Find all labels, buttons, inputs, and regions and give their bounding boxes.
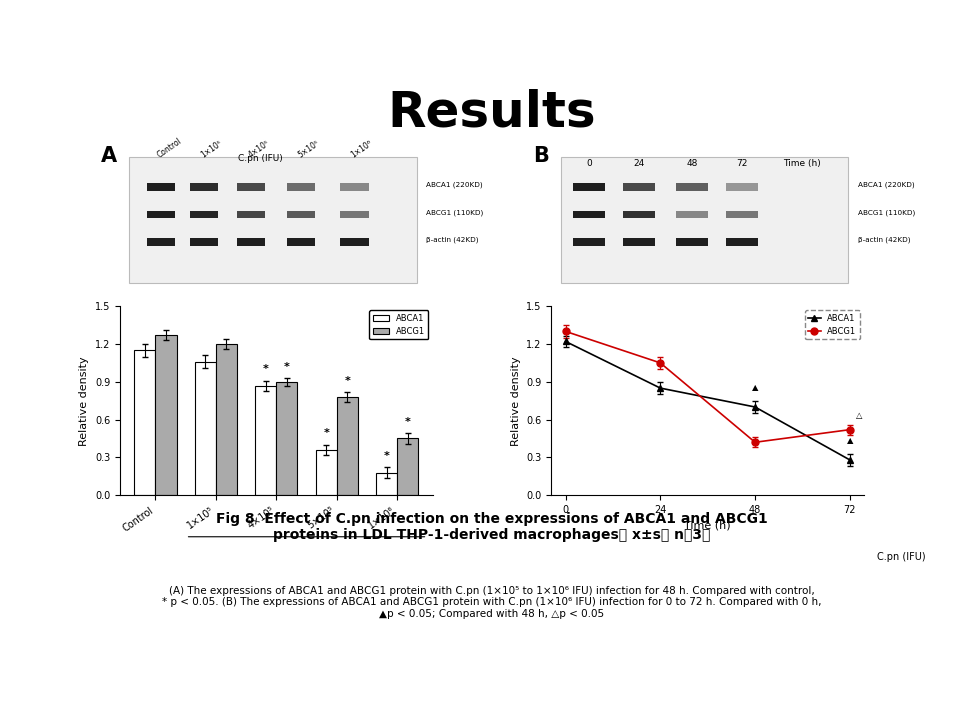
Bar [147,184,175,191]
FancyBboxPatch shape [561,157,849,283]
Bar [677,184,708,191]
Bar [573,238,605,246]
Y-axis label: Relative density: Relative density [80,356,89,446]
Text: ▲: ▲ [847,436,853,445]
Text: 0: 0 [586,158,591,168]
Bar [623,238,655,246]
Text: 48: 48 [686,158,698,168]
Legend: ABCA1, ABCG1: ABCA1, ABCG1 [804,310,860,339]
Bar [573,211,605,218]
Bar [287,184,316,191]
Bar [376,472,397,495]
Text: *: * [284,361,290,372]
Text: ▲: ▲ [752,383,758,392]
Bar [190,238,219,246]
Bar [677,238,708,246]
Bar [623,184,655,191]
Text: ABCG1 (110KD): ABCG1 (110KD) [426,210,484,216]
Bar [316,450,337,495]
Text: Control: Control [156,137,183,160]
Text: ABCA1 (220KD): ABCA1 (220KD) [857,182,914,189]
Bar [134,351,156,495]
Text: B: B [533,146,548,166]
Bar [147,211,175,218]
Bar [195,361,216,495]
Text: ABCG1 (110KD): ABCG1 (110KD) [857,210,915,216]
Bar [341,211,369,218]
Text: 4×10⁵: 4×10⁵ [246,139,271,160]
Text: *: * [324,428,329,438]
Bar [255,386,276,495]
Text: (A) The expressions of ABCA1 and ABCG1 protein with C.pn (1×10⁵ to 1×10⁶ IFU) in: (A) The expressions of ABCA1 and ABCG1 p… [162,585,822,618]
FancyBboxPatch shape [130,157,417,283]
Text: C.pn (IFU): C.pn (IFU) [877,552,925,562]
Bar [341,184,369,191]
Bar [237,238,265,246]
Bar [623,211,655,218]
Bar [397,438,419,495]
Text: Fig 8  Effect of C.pn infection on the expressions of ABCA1 and ABCG1
proteins i: Fig 8 Effect of C.pn infection on the ex… [216,512,768,542]
Text: Results: Results [388,89,596,137]
Bar [237,211,265,218]
Legend: ABCA1, ABCG1: ABCA1, ABCG1 [370,310,428,339]
Text: 1×10⁶: 1×10⁶ [349,139,374,160]
Bar [727,238,757,246]
Bar [727,184,757,191]
Bar [287,238,316,246]
Bar [727,211,757,218]
Text: *: * [384,451,390,462]
Text: 5×10⁵: 5×10⁵ [296,139,321,160]
Text: β-actin (42KD): β-actin (42KD) [857,237,910,243]
Text: Time (h): Time (h) [782,158,821,168]
Text: A: A [101,146,117,166]
Bar [573,184,605,191]
Text: 72: 72 [736,158,748,168]
Bar [677,211,708,218]
Text: 1×10⁵: 1×10⁵ [200,139,224,160]
Text: *: * [405,417,411,427]
Bar [237,184,265,191]
Bar [276,382,298,495]
Text: *: * [263,364,269,374]
Text: β-actin (42KD): β-actin (42KD) [426,237,479,243]
Bar [147,238,175,246]
X-axis label: Time (h): Time (h) [684,521,731,531]
Bar [341,238,369,246]
Bar [190,184,219,191]
Text: *: * [345,376,350,386]
Bar [190,211,219,218]
Bar [216,344,237,495]
Text: C.pn (IFU): C.pn (IFU) [238,154,283,163]
Bar [156,336,177,495]
Text: 24: 24 [634,158,644,168]
Bar [287,211,316,218]
Text: △: △ [856,410,863,420]
Y-axis label: Relative density: Relative density [511,356,520,446]
Text: ABCA1 (220KD): ABCA1 (220KD) [426,182,483,189]
Bar [337,397,358,495]
